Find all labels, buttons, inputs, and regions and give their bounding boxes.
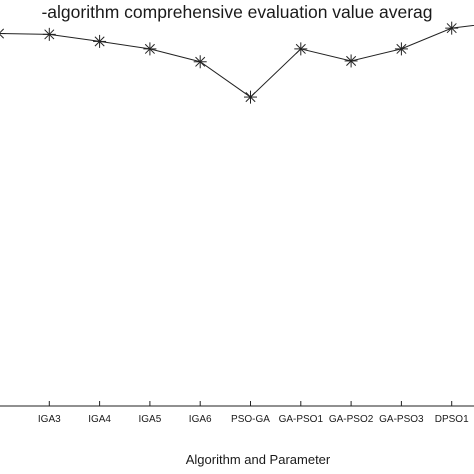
data-point-marker (344, 54, 358, 68)
x-tick-label: GA-PSO3 (379, 414, 424, 425)
series-line (0, 24, 474, 98)
data-point-marker (445, 21, 459, 35)
data-point-marker (394, 42, 408, 56)
data-point-marker (42, 27, 56, 41)
x-tick-label: IGA6 (189, 414, 212, 425)
data-point-marker (193, 55, 207, 69)
x-tick-label: DPSO1 (435, 414, 469, 425)
x-tick-label: IGA4 (88, 414, 111, 425)
x-tick-label: IGA5 (139, 414, 162, 425)
x-axis-label: Algorithm and Parameter (186, 452, 331, 467)
data-point-marker (93, 34, 107, 48)
x-tick-label: GA-PSO1 (279, 414, 324, 425)
data-point-marker (143, 42, 157, 56)
series-markers (0, 21, 459, 104)
data-point-marker (294, 42, 308, 56)
x-axis-tick-labels: IGA3 IGA4 IGA5 IGA6 PSO-GA GA-PSO1 GA-PSO2 GA-P… (38, 414, 469, 425)
x-tick-label: IGA3 (38, 414, 61, 425)
x-tick-label: GA-PSO2 (329, 414, 374, 425)
x-axis-ticks (48, 401, 453, 406)
chart-title: -algorithm comprehensive evaluation valu… (41, 2, 432, 22)
data-point-marker (244, 90, 257, 104)
data-point-marker (0, 28, 6, 39)
x-tick-label: PSO-GA (231, 414, 270, 425)
